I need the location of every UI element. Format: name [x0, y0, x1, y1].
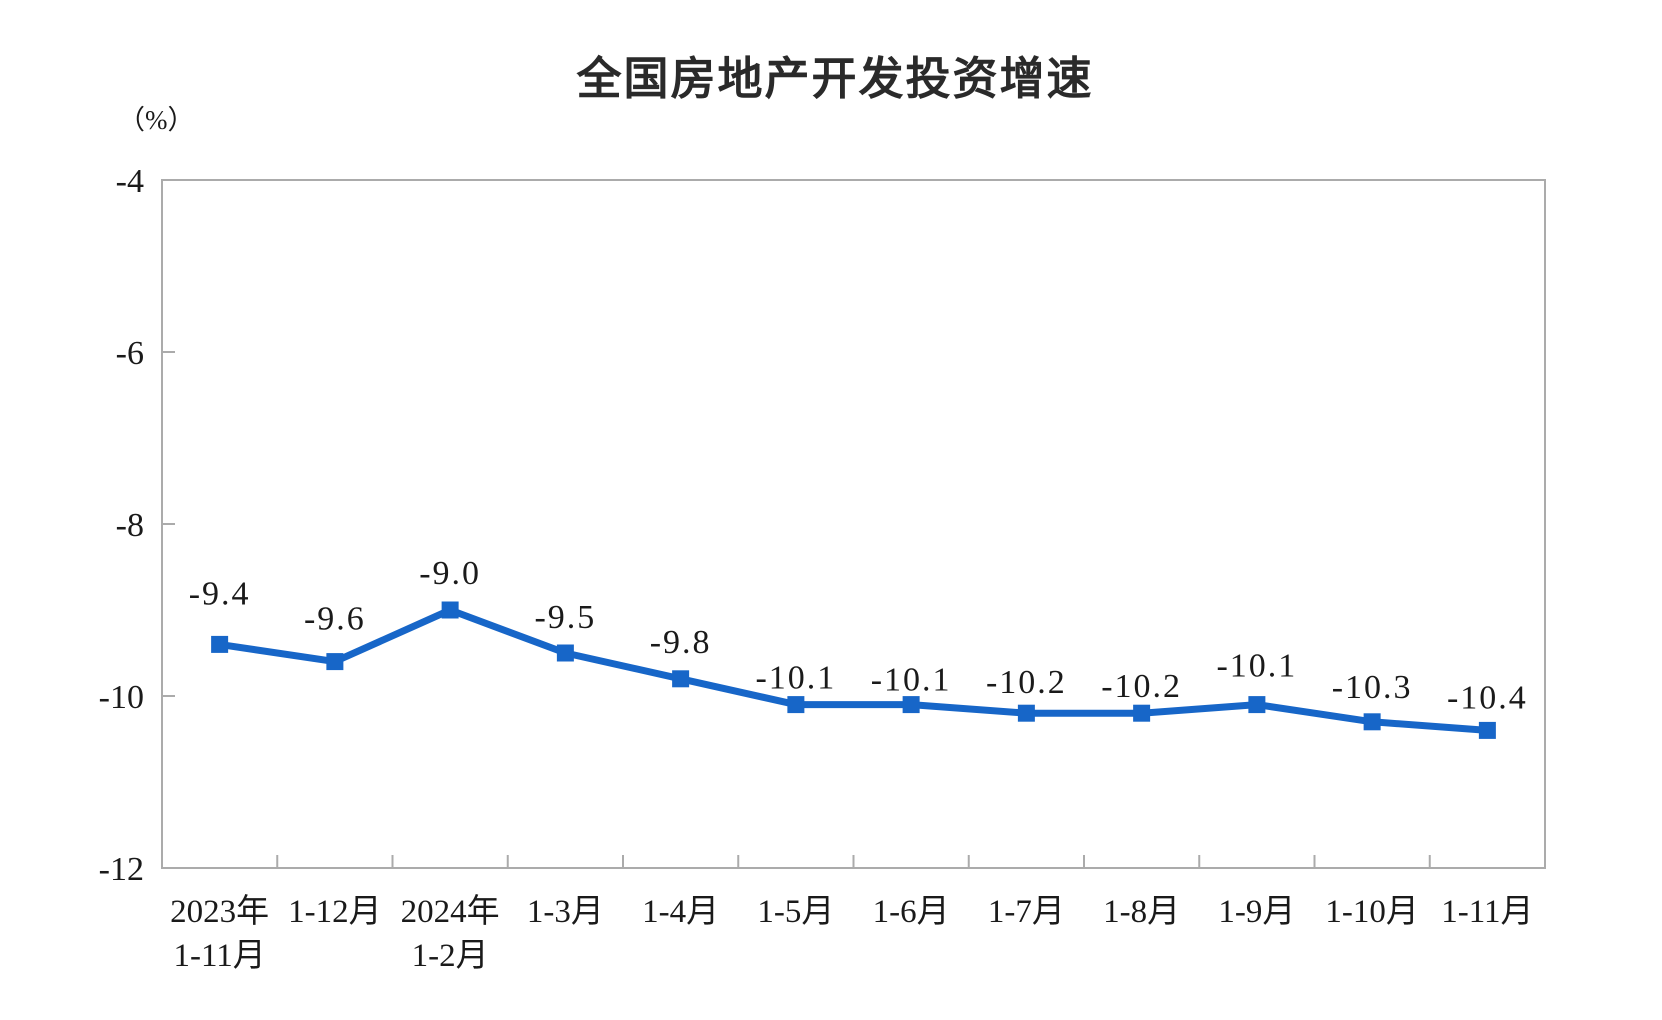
data-point-label: -9.8 — [650, 624, 712, 661]
plot-border — [161, 179, 1546, 869]
data-point-label: -9.4 — [189, 575, 251, 612]
data-point-marker — [902, 696, 920, 714]
data-point-label: -10.3 — [1332, 669, 1413, 706]
data-point-marker — [1478, 721, 1496, 739]
data-point-label: -9.5 — [534, 599, 596, 636]
x-axis-category-label: 1-9月 — [1218, 894, 1295, 930]
data-point-label: -10.2 — [1101, 668, 1182, 705]
data-point-marker — [556, 644, 574, 662]
data-point-marker — [1017, 704, 1035, 722]
data-point-label: -10.1 — [1216, 648, 1297, 685]
x-axis-category-label: 1-3月 — [527, 894, 604, 930]
x-axis-category-label: 1-8月 — [1103, 894, 1180, 930]
data-point-marker — [672, 670, 690, 688]
x-axis-category-label: 1-4月 — [642, 894, 719, 930]
data-point-label: -10.4 — [1447, 679, 1528, 716]
y-axis-tick-label: -4 — [116, 163, 144, 200]
data-point-label: -9.0 — [419, 555, 481, 592]
x-axis-category-label: 1-2月 — [412, 938, 489, 974]
x-axis-category-label: 1-11月 — [173, 938, 265, 974]
data-point-label: -9.6 — [304, 601, 366, 638]
x-axis-category-label: 1-12月 — [288, 894, 382, 930]
x-axis-category-label: 2023年 — [170, 893, 269, 930]
y-axis-tick-label: -10 — [99, 679, 144, 716]
y-axis-tick-label: -12 — [99, 851, 144, 888]
data-point-marker — [441, 601, 459, 619]
y-axis-tick-label: -8 — [116, 507, 144, 544]
x-axis-category-label: 1-7月 — [988, 894, 1065, 930]
data-point-marker — [1248, 696, 1266, 714]
data-point-marker — [326, 653, 344, 671]
x-axis-category-label: 1-6月 — [873, 894, 950, 930]
x-axis-category-label: 2024年 — [401, 893, 500, 930]
data-point-marker — [211, 635, 229, 653]
x-axis-category-label: 1-11月 — [1441, 894, 1533, 930]
data-point-label: -10.2 — [986, 664, 1067, 701]
data-point-label: -10.1 — [755, 660, 836, 697]
x-axis-category-label: 1-10月 — [1325, 894, 1419, 930]
data-point-marker — [1363, 713, 1381, 731]
chart-title: 全国房地产开发投资增速 — [576, 53, 1094, 104]
series-line — [216, 606, 1491, 734]
y-axis-unit-label: （%） — [118, 105, 195, 135]
data-point-marker — [787, 696, 805, 714]
y-axis-tick-label: -6 — [116, 335, 144, 372]
data-point-marker — [1133, 704, 1151, 722]
data-point-label: -10.1 — [871, 662, 952, 699]
x-axis-category-label: 1-5月 — [757, 894, 834, 930]
